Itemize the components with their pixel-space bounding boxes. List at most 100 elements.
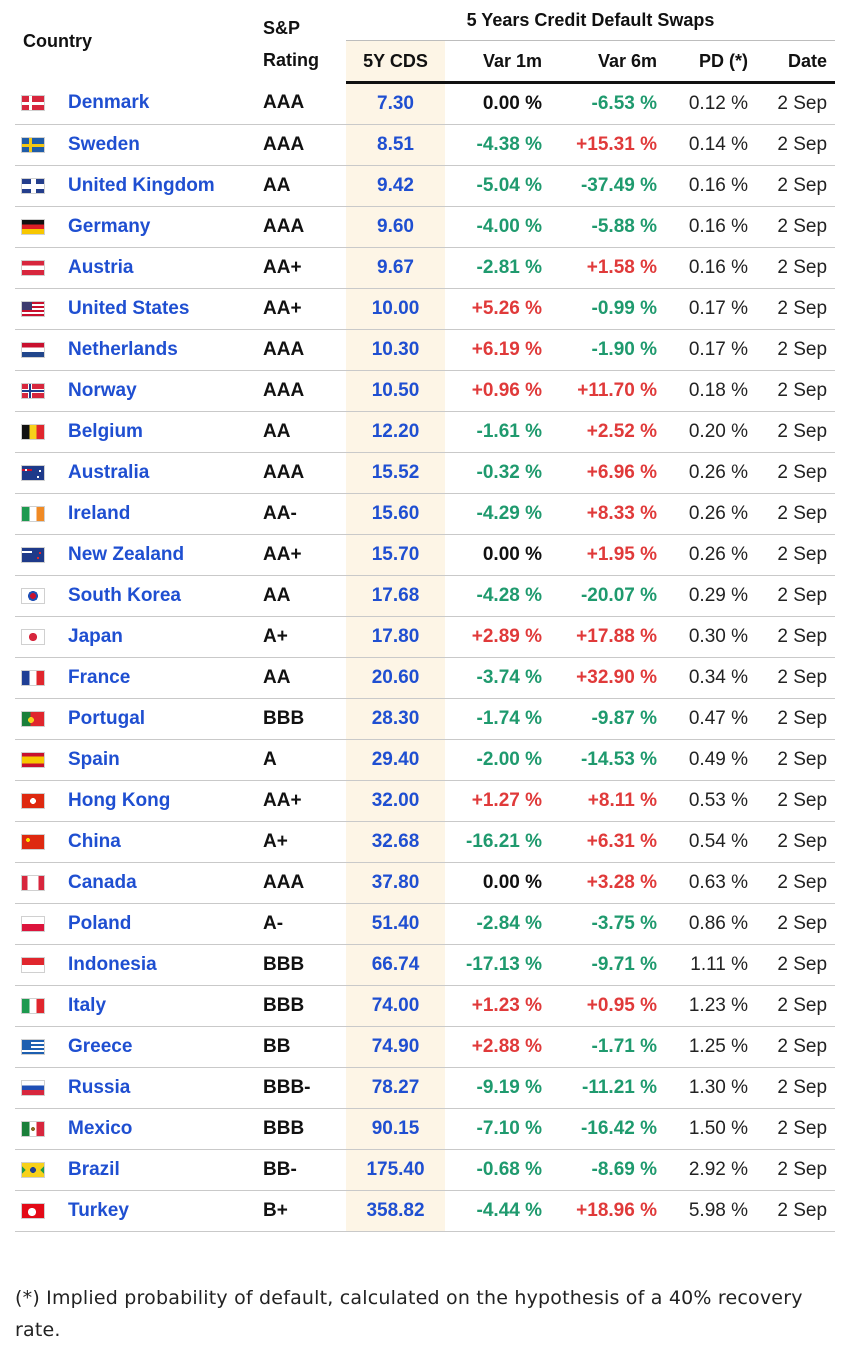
country-link[interactable]: United States [68,298,190,319]
cds-value: 51.40 [346,903,445,945]
country-link[interactable]: Austria [68,257,134,278]
country-cell: Canada [60,862,263,904]
country-link[interactable]: China [68,831,121,852]
country-link[interactable]: Russia [68,1077,131,1098]
cds-table: Country S&P Rating 5 Years Credit Default… [15,0,836,1232]
date-value: 2 Sep [756,780,836,822]
cds-value: 15.70 [346,534,445,576]
rating-cell: AA [263,411,346,453]
var-6m-value: +6.96 % [550,452,665,494]
table-row: New Zealand AA+ 15.70 0.00 % +1.95 % 0.26 % 2 … [15,534,836,576]
var-1m-value: +1.23 % [445,985,550,1027]
var-1m-value: -4.44 % [445,1190,550,1232]
footnote: (*) Implied probability of default, calc… [15,1287,803,1341]
pd-value: 0.16 % [665,247,756,289]
date-value: 2 Sep [756,329,836,371]
cds-value: 9.60 [346,206,445,248]
country-cell: Indonesia [60,944,263,986]
country-link[interactable]: Mexico [68,1118,133,1139]
pd-value: 0.47 % [665,698,756,740]
header-var-6m: Var 6m [550,40,665,84]
date-value: 2 Sep [756,1108,836,1150]
country-link[interactable]: Portugal [68,708,146,729]
country-link[interactable]: Japan [68,626,123,647]
country-cell: South Korea [60,575,263,617]
country-cell: Netherlands [60,329,263,371]
flag-cell [15,616,60,658]
rating-cell: BBB [263,944,346,986]
country-link[interactable]: Norway [68,380,137,401]
table-row: Russia BBB- 78.27 -9.19 % -11.21 % 1.30 % 2 Se… [15,1067,836,1109]
country-cell: Greece [60,1026,263,1068]
flag-cell [15,780,60,822]
italy-flag-icon [21,997,45,1014]
country-cell: Turkey [60,1190,263,1232]
france-flag-icon [21,669,45,686]
country-link[interactable]: Poland [68,913,132,934]
date-value: 2 Sep [756,534,836,576]
var-6m-value: +32.90 % [550,657,665,699]
country-link[interactable]: Spain [68,749,120,770]
var-6m-value: -16.42 % [550,1108,665,1150]
flag-cell [15,247,60,289]
flag-cell [15,329,60,371]
table-row: Ireland AA- 15.60 -4.29 % +8.33 % 0.26 % 2 Sep [15,493,836,535]
country-link[interactable]: South Korea [68,585,181,606]
rating-cell: AAA [263,206,346,248]
table-row: China A+ 32.68 -16.21 % +6.31 % 0.54 % 2 Sep [15,821,836,863]
date-value: 2 Sep [756,1149,836,1191]
japan-flag-icon [21,628,45,645]
flag-cell [15,206,60,248]
rating-cell: A+ [263,821,346,863]
country-cell: Australia [60,452,263,494]
country-link[interactable]: Greece [68,1036,133,1057]
country-cell: Poland [60,903,263,945]
country-link[interactable]: United Kingdom [68,175,215,196]
netherlands-flag-icon [21,341,45,358]
country-cell: Hong Kong [60,780,263,822]
cds-value: 37.80 [346,862,445,904]
var-6m-value: -5.88 % [550,206,665,248]
pd-value: 1.30 % [665,1067,756,1109]
brazil-flag-icon [21,1161,45,1178]
table-row: Austria AA+ 9.67 -2.81 % +1.58 % 0.16 % 2 Sep [15,247,836,289]
var-1m-value: -9.19 % [445,1067,550,1109]
var-1m-value: -2.84 % [445,903,550,945]
country-cell: United States [60,288,263,330]
country-link[interactable]: Sweden [68,134,140,155]
country-link[interactable]: Netherlands [68,339,178,360]
var-6m-value: +1.95 % [550,534,665,576]
country-link[interactable]: Ireland [68,503,131,524]
rating-cell: AA [263,575,346,617]
rating-cell: B+ [263,1190,346,1232]
var-6m-value: -1.71 % [550,1026,665,1068]
country-link[interactable]: Australia [68,462,150,483]
var-6m-value: -9.87 % [550,698,665,740]
country-link[interactable]: Italy [68,995,107,1016]
pd-value: 0.26 % [665,534,756,576]
germany-flag-icon [21,218,45,235]
country-link[interactable]: Hong Kong [68,790,171,811]
flag-cell [15,698,60,740]
date-value: 2 Sep [756,1190,836,1232]
var-6m-value: +11.70 % [550,370,665,412]
china-flag-icon [21,833,45,850]
country-link[interactable]: Brazil [68,1159,120,1180]
country-link[interactable]: Denmark [68,92,150,114]
table-row: Turkey B+ 358.82 -4.44 % +18.96 % 5.98 % 2 Sep [15,1190,836,1232]
cds-value: 175.40 [346,1149,445,1191]
rating-cell: BBB [263,698,346,740]
country-link[interactable]: France [68,667,131,688]
country-link[interactable]: Indonesia [68,954,157,975]
country-link[interactable]: Turkey [68,1200,129,1221]
country-link[interactable]: Germany [68,216,151,237]
date-value: 2 Sep [756,452,836,494]
hong-kong-flag-icon [21,792,45,809]
header-cds-group: 5 Years Credit Default Swaps [346,0,836,41]
flag-cell [15,452,60,494]
country-link[interactable]: Belgium [68,421,143,442]
denmark-flag-icon [21,95,45,112]
country-link[interactable]: Canada [68,872,137,893]
rating-cell: AAA [263,329,346,371]
country-link[interactable]: New Zealand [68,544,185,565]
